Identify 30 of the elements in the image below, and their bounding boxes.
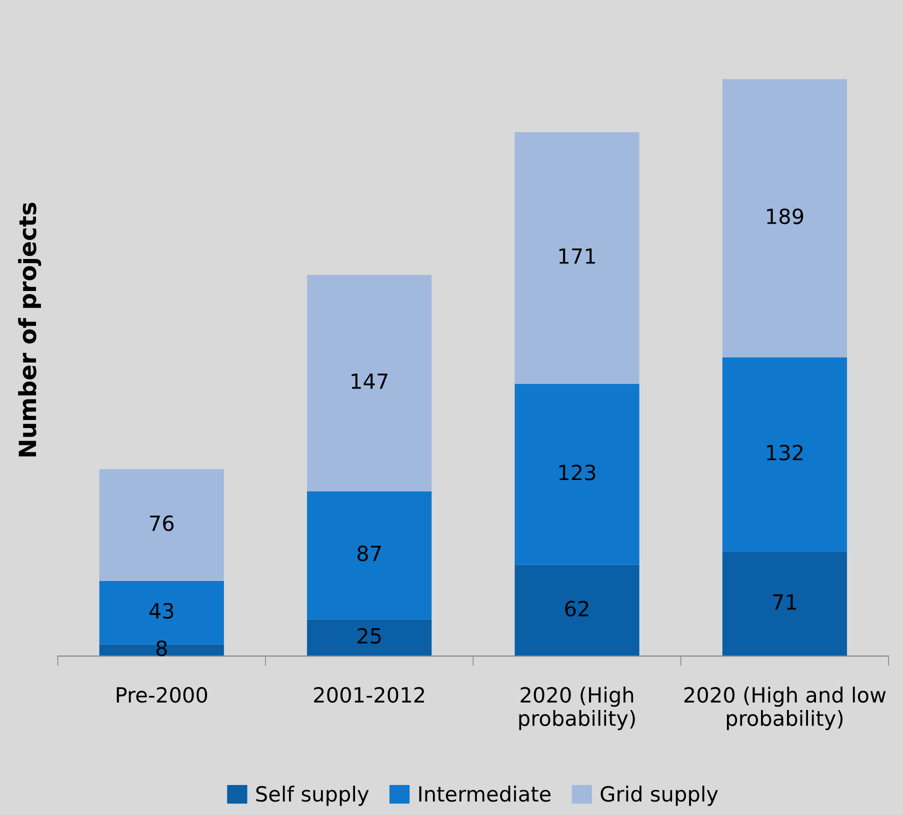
bar — [307, 619, 432, 656]
bar — [722, 552, 848, 656]
data-label: 76 — [150, 515, 174, 532]
x-tick-label: 2020 (High probability) — [519, 686, 635, 730]
x-tick-label: Pre-2000 — [116, 687, 208, 703]
legend-label: Intermediate — [419, 786, 551, 802]
legend-label: Grid supply — [600, 786, 718, 806]
data-label: 132 — [767, 444, 802, 460]
bar — [722, 357, 848, 552]
data-label: 87 — [357, 546, 381, 562]
bar — [514, 564, 640, 656]
legend-label: Self supply — [256, 786, 369, 806]
data-label: 147 — [352, 374, 388, 389]
bar — [307, 491, 432, 620]
data-label: 8 — [156, 640, 167, 656]
x-tick-label: 2020 (High and low probability) — [684, 686, 886, 730]
x-tick-label: 2001-2012 — [314, 687, 424, 703]
data-label: 43 — [149, 602, 174, 619]
bar — [514, 132, 640, 384]
data-label: 171 — [559, 248, 595, 264]
data-label: 71 — [773, 594, 796, 610]
bar — [99, 469, 224, 582]
data-label: 25 — [358, 628, 381, 644]
y-axis-title: Number of projects — [18, 202, 42, 456]
data-label: 189 — [767, 208, 804, 224]
bar — [307, 274, 432, 492]
bar — [514, 384, 640, 565]
data-label: 123 — [559, 464, 596, 480]
data-label: 62 — [565, 600, 588, 616]
bar — [722, 79, 848, 358]
